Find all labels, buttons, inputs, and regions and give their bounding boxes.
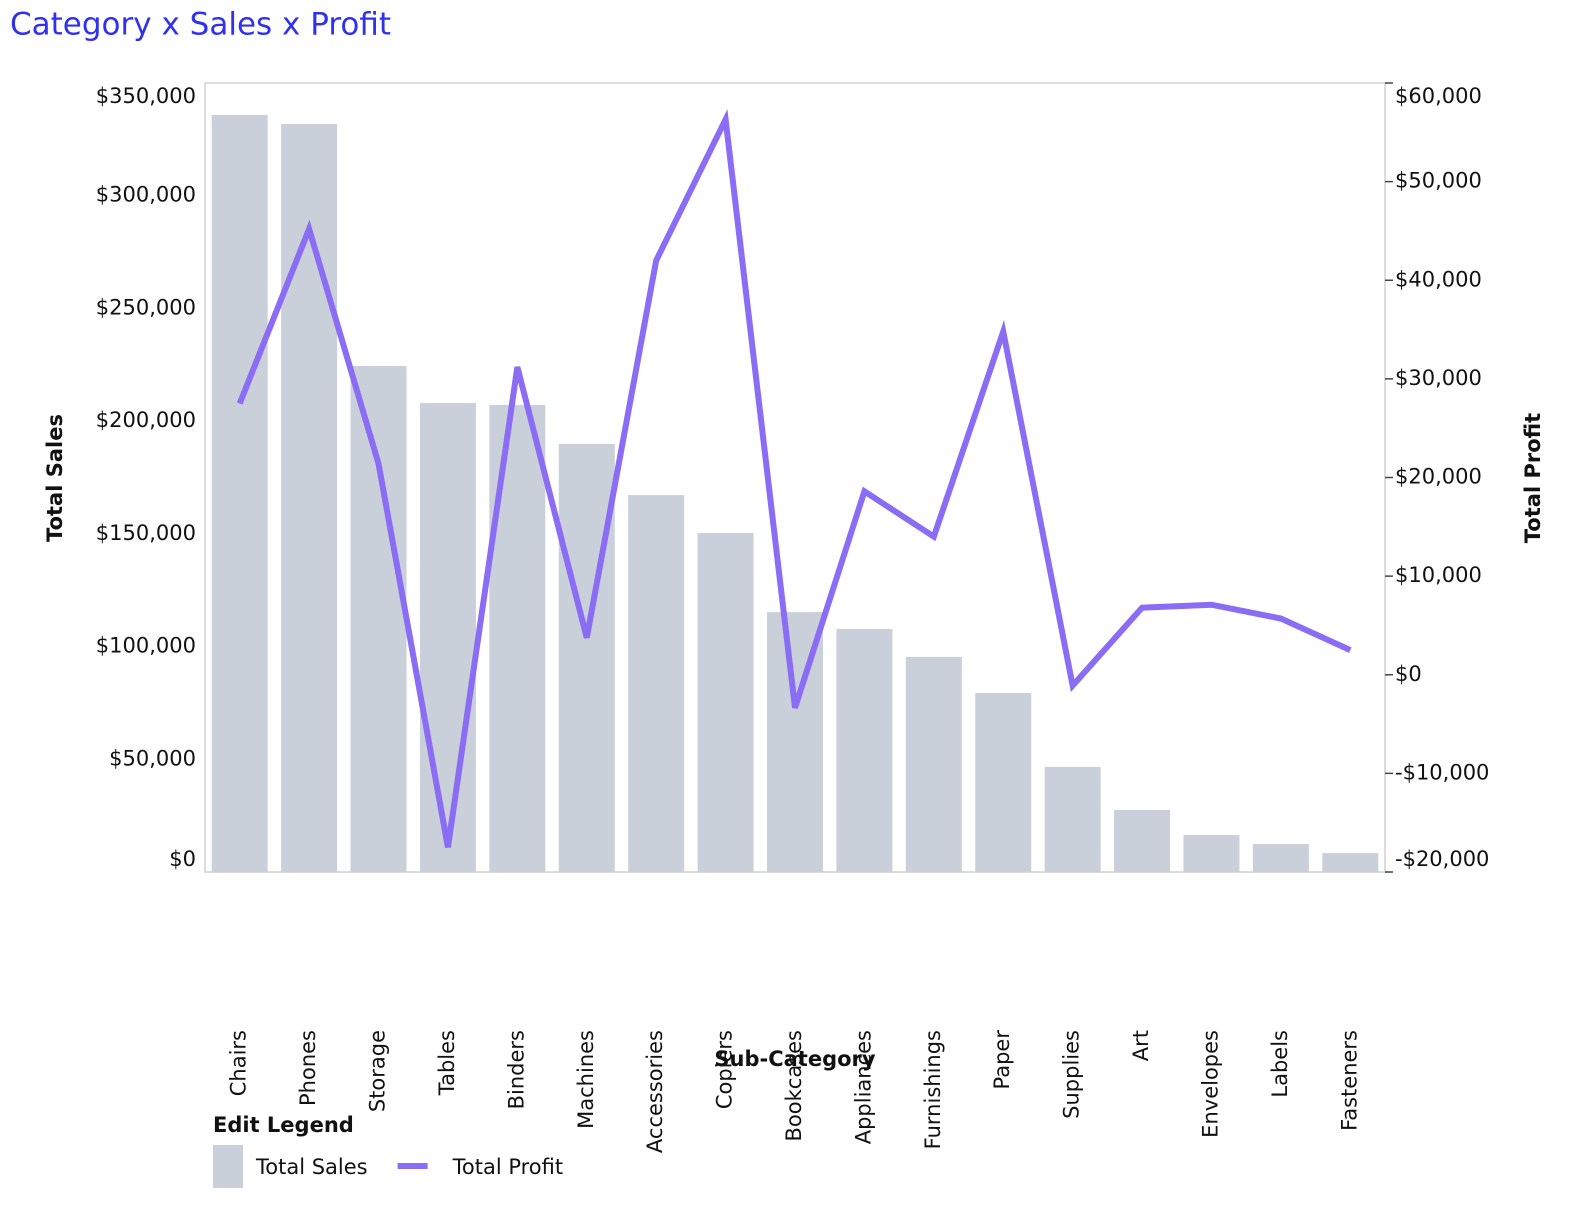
legend-label: Total Profit [452, 1155, 564, 1179]
x-tick-label: Machines [574, 1030, 598, 1129]
y-tick-label: $150,000 [96, 521, 196, 545]
bar [1183, 835, 1240, 872]
legend-title: Edit Legend [213, 1113, 354, 1137]
x-tick-label: Accessories [643, 1030, 667, 1153]
y2-axis-title: Total Profit [1521, 413, 1545, 543]
y2-tick-label: $30,000 [1395, 366, 1482, 390]
x-tick-label: Copiers [713, 1030, 737, 1109]
bar [1252, 844, 1309, 872]
y2-tick-label: -$20,000 [1395, 847, 1489, 871]
chart-title: Category x Sales x Profit [10, 7, 391, 43]
bar [558, 443, 615, 872]
x-tick-label: Binders [504, 1030, 528, 1109]
x-tick-label: Chairs [227, 1030, 251, 1096]
x-tick-label: Appliances [851, 1030, 875, 1144]
x-tick-label: Bookcases [782, 1030, 806, 1141]
y-tick-label: $200,000 [96, 408, 196, 432]
x-tick-label: Paper [990, 1030, 1014, 1090]
y-tick-label: $50,000 [109, 746, 196, 770]
bar [697, 532, 754, 872]
y2-tick-label: $10,000 [1395, 563, 1482, 587]
bar [836, 628, 893, 872]
x-tick-label: Phones [296, 1030, 320, 1106]
line [236, 109, 1352, 848]
bar [1044, 766, 1101, 872]
bar [350, 365, 407, 872]
x-tick-label: Envelopes [1198, 1030, 1222, 1138]
y2-tick-label: $20,000 [1395, 465, 1482, 489]
legend-swatch [213, 1145, 243, 1188]
x-tick-label: Art [1129, 1030, 1153, 1061]
bar [905, 656, 962, 872]
y2-tick-label: $0 [1395, 662, 1422, 686]
y2-tick-label: $40,000 [1395, 267, 1482, 291]
legend-label: Total Sales [255, 1155, 368, 1179]
y-tick-label: $0 [169, 847, 196, 871]
x-axis-title: Sub-Category [714, 1047, 876, 1071]
bar [975, 693, 1032, 872]
y-axis-title: Total Sales [43, 414, 67, 542]
x-tick-label: Fasteners [1337, 1030, 1361, 1131]
bar [1322, 853, 1379, 872]
bar [419, 403, 476, 872]
x-tick-label: Tables [435, 1030, 459, 1096]
y2-tick-label: $60,000 [1395, 84, 1482, 108]
y2-tick-label: -$10,000 [1395, 760, 1489, 784]
bar [281, 124, 338, 872]
y-tick-label: $100,000 [96, 634, 196, 658]
y2-tick-label: $50,000 [1395, 169, 1482, 193]
bar [1114, 810, 1171, 872]
bar [489, 404, 546, 872]
x-tick-label: Supplies [1060, 1030, 1084, 1119]
x-tick-label: Furnishings [921, 1030, 945, 1149]
y-tick-label: $250,000 [96, 295, 196, 319]
x-tick-label: Storage [366, 1030, 390, 1112]
bar [628, 495, 685, 872]
y-tick-label: $300,000 [96, 183, 196, 207]
bar [211, 115, 268, 872]
x-tick-label: Labels [1268, 1030, 1292, 1098]
y-tick-label: $350,000 [96, 84, 196, 108]
